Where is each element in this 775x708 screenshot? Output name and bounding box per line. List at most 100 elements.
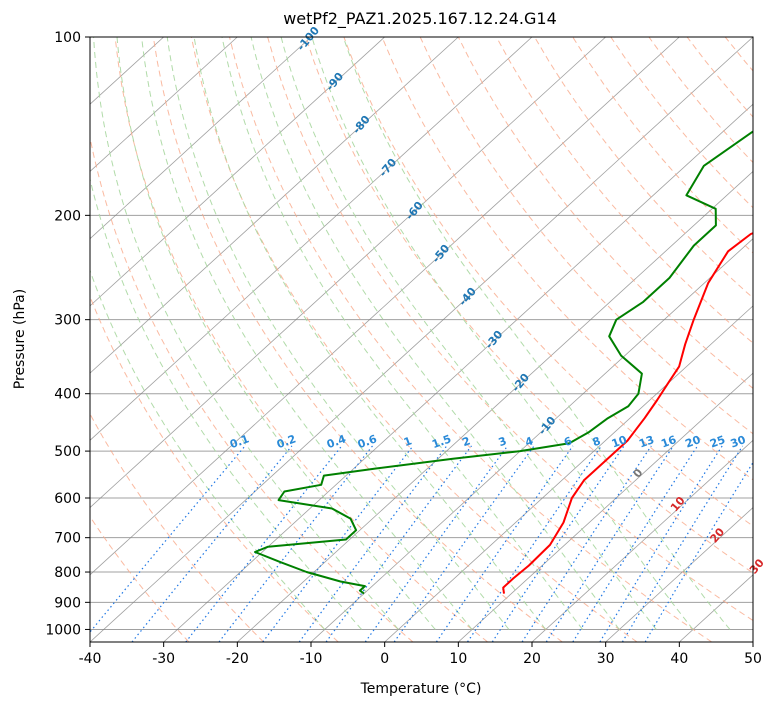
y-tick-label: 1000 (45, 622, 81, 638)
mixing-ratio-line (599, 445, 723, 642)
moist-adiabat-line (280, 37, 657, 630)
mixing-ratio-line (325, 445, 472, 642)
dry-adiabat-line (343, 37, 753, 527)
isotherm-line (237, 170, 753, 642)
moist-adiabat-line (311, 37, 694, 630)
mixing-ratio-line (185, 445, 343, 642)
x-tick-label: 0 (380, 651, 389, 667)
y-tick-label: 500 (54, 444, 81, 460)
isotherm-line (752, 641, 753, 642)
dry-adiabat-line (648, 37, 753, 164)
profile-lines (254, 130, 753, 595)
x-tick-label: 20 (523, 651, 541, 667)
mixing-ratio-label: 13 (637, 433, 656, 450)
y-tick-label: 800 (54, 565, 81, 581)
x-tick-label: -10 (300, 651, 323, 667)
y-tick-label: 300 (54, 313, 81, 329)
moist-adiabat-label: 0 (631, 466, 646, 480)
axes: -40 -30 -20 -10 0 10 20 30 40 5010020030040050060… (45, 30, 762, 667)
x-tick-label: 40 (670, 651, 688, 667)
mixing-ratio-label: 0.4 (325, 432, 348, 451)
moist-adiabat-line (116, 37, 436, 630)
x-tick-label: -20 (226, 651, 249, 667)
mixing-ratio-label: 4 (523, 434, 535, 449)
isotherm-line (384, 305, 753, 642)
dry-adiabat-line (495, 37, 753, 344)
dry-adiabat-line (229, 37, 712, 642)
isotherm-line (90, 37, 753, 642)
mixing-ratio-label: 0.6 (356, 432, 379, 451)
dry-adiabat-line (724, 37, 753, 72)
dry-adiabat-line (90, 295, 339, 642)
mixing-ratio-line (393, 445, 535, 642)
dry-adiabat-line (381, 37, 753, 481)
dry-adiabat-line (305, 37, 753, 574)
mixing-ratio-line (621, 445, 744, 642)
y-tick-label: 700 (54, 531, 81, 547)
x-tick-label: -30 (152, 651, 175, 667)
isotherm-line (531, 439, 753, 642)
mixing-ratio-line (262, 445, 414, 642)
mixing-ratio-label: 20 (683, 433, 702, 451)
isotherm-line (90, 37, 238, 172)
x-tick-label: -40 (79, 651, 102, 667)
moist-adiabat-line (90, 176, 362, 630)
mixing-ratio-line (90, 445, 246, 633)
mixing-ratio-label: 0.2 (275, 432, 298, 451)
mixing-ratio-line (545, 445, 674, 642)
dry-adiabat-line (152, 37, 563, 642)
isotherm-line (458, 372, 753, 642)
moist-adiabat-label: 30 (747, 556, 767, 576)
dry-adiabat-line (572, 37, 753, 254)
y-tick-label: 200 (54, 208, 81, 224)
isotherm-line (310, 238, 753, 642)
mixing-ratio-label: 8 (591, 434, 603, 449)
moist-adiabat-line (141, 37, 473, 630)
temperature-line (502, 232, 753, 594)
mixing-ratio-line (298, 445, 448, 642)
dry-adiabat-line (267, 37, 753, 622)
x-tick-label: 10 (449, 651, 467, 667)
mixing-ratio-line (435, 445, 574, 642)
x-tick-label: 50 (744, 651, 762, 667)
moist-adiabat-line (342, 37, 731, 630)
dry-adiabat-line (534, 37, 753, 299)
mixing-ratio-label: 10 (610, 433, 629, 451)
isotherm-line (90, 37, 459, 374)
moist-adiabat-line (193, 37, 547, 630)
background-lines (90, 37, 775, 642)
y-axis-label: Pressure (hPa) (12, 289, 28, 389)
isotherm-line (90, 37, 606, 509)
isotherm-line (90, 37, 533, 441)
mixing-ratio-label: 1 (402, 434, 414, 449)
moist-adiabat-label: 10 (668, 494, 688, 514)
isotherm-line (605, 507, 753, 642)
dry-adiabat-line (90, 412, 264, 642)
dry-adiabat-line (763, 37, 775, 642)
isotherm-line (90, 37, 312, 240)
mixing-ratio-label: 16 (659, 433, 678, 451)
dry-adiabat-line (457, 37, 753, 389)
dry-adiabat-line (419, 37, 753, 435)
mixing-ratio-line (466, 445, 602, 642)
mixing-ratio-line (572, 445, 699, 642)
mixing-ratio-line (131, 445, 293, 642)
dry-adiabat-line (114, 37, 488, 642)
mixing-ratio-label: 3 (497, 434, 509, 449)
isotherm-line (90, 37, 680, 576)
moist-adiabat-line (166, 37, 510, 630)
dry-adiabat-line (90, 135, 414, 642)
mixing-ratio-label: 0.1 (228, 432, 251, 451)
y-tick-label: 400 (54, 387, 81, 403)
dry-adiabat-line (610, 37, 753, 209)
mixing-ratio-label: 25 (708, 433, 727, 450)
mixing-ratio-line (521, 445, 652, 642)
dry-adiabat-line (90, 515, 190, 642)
mixing-ratio-label: 2 (460, 434, 472, 449)
y-tick-label: 900 (54, 595, 81, 611)
mixing-ratio-line (644, 461, 753, 642)
line-labels: 0.1 0.2 0.4 0.6 1 1.5 2 3 4 6 8 10 13 16 20 25 30-100-90… (228, 24, 767, 577)
x-tick-label: 30 (597, 651, 615, 667)
dry-adiabat-line (190, 37, 638, 642)
